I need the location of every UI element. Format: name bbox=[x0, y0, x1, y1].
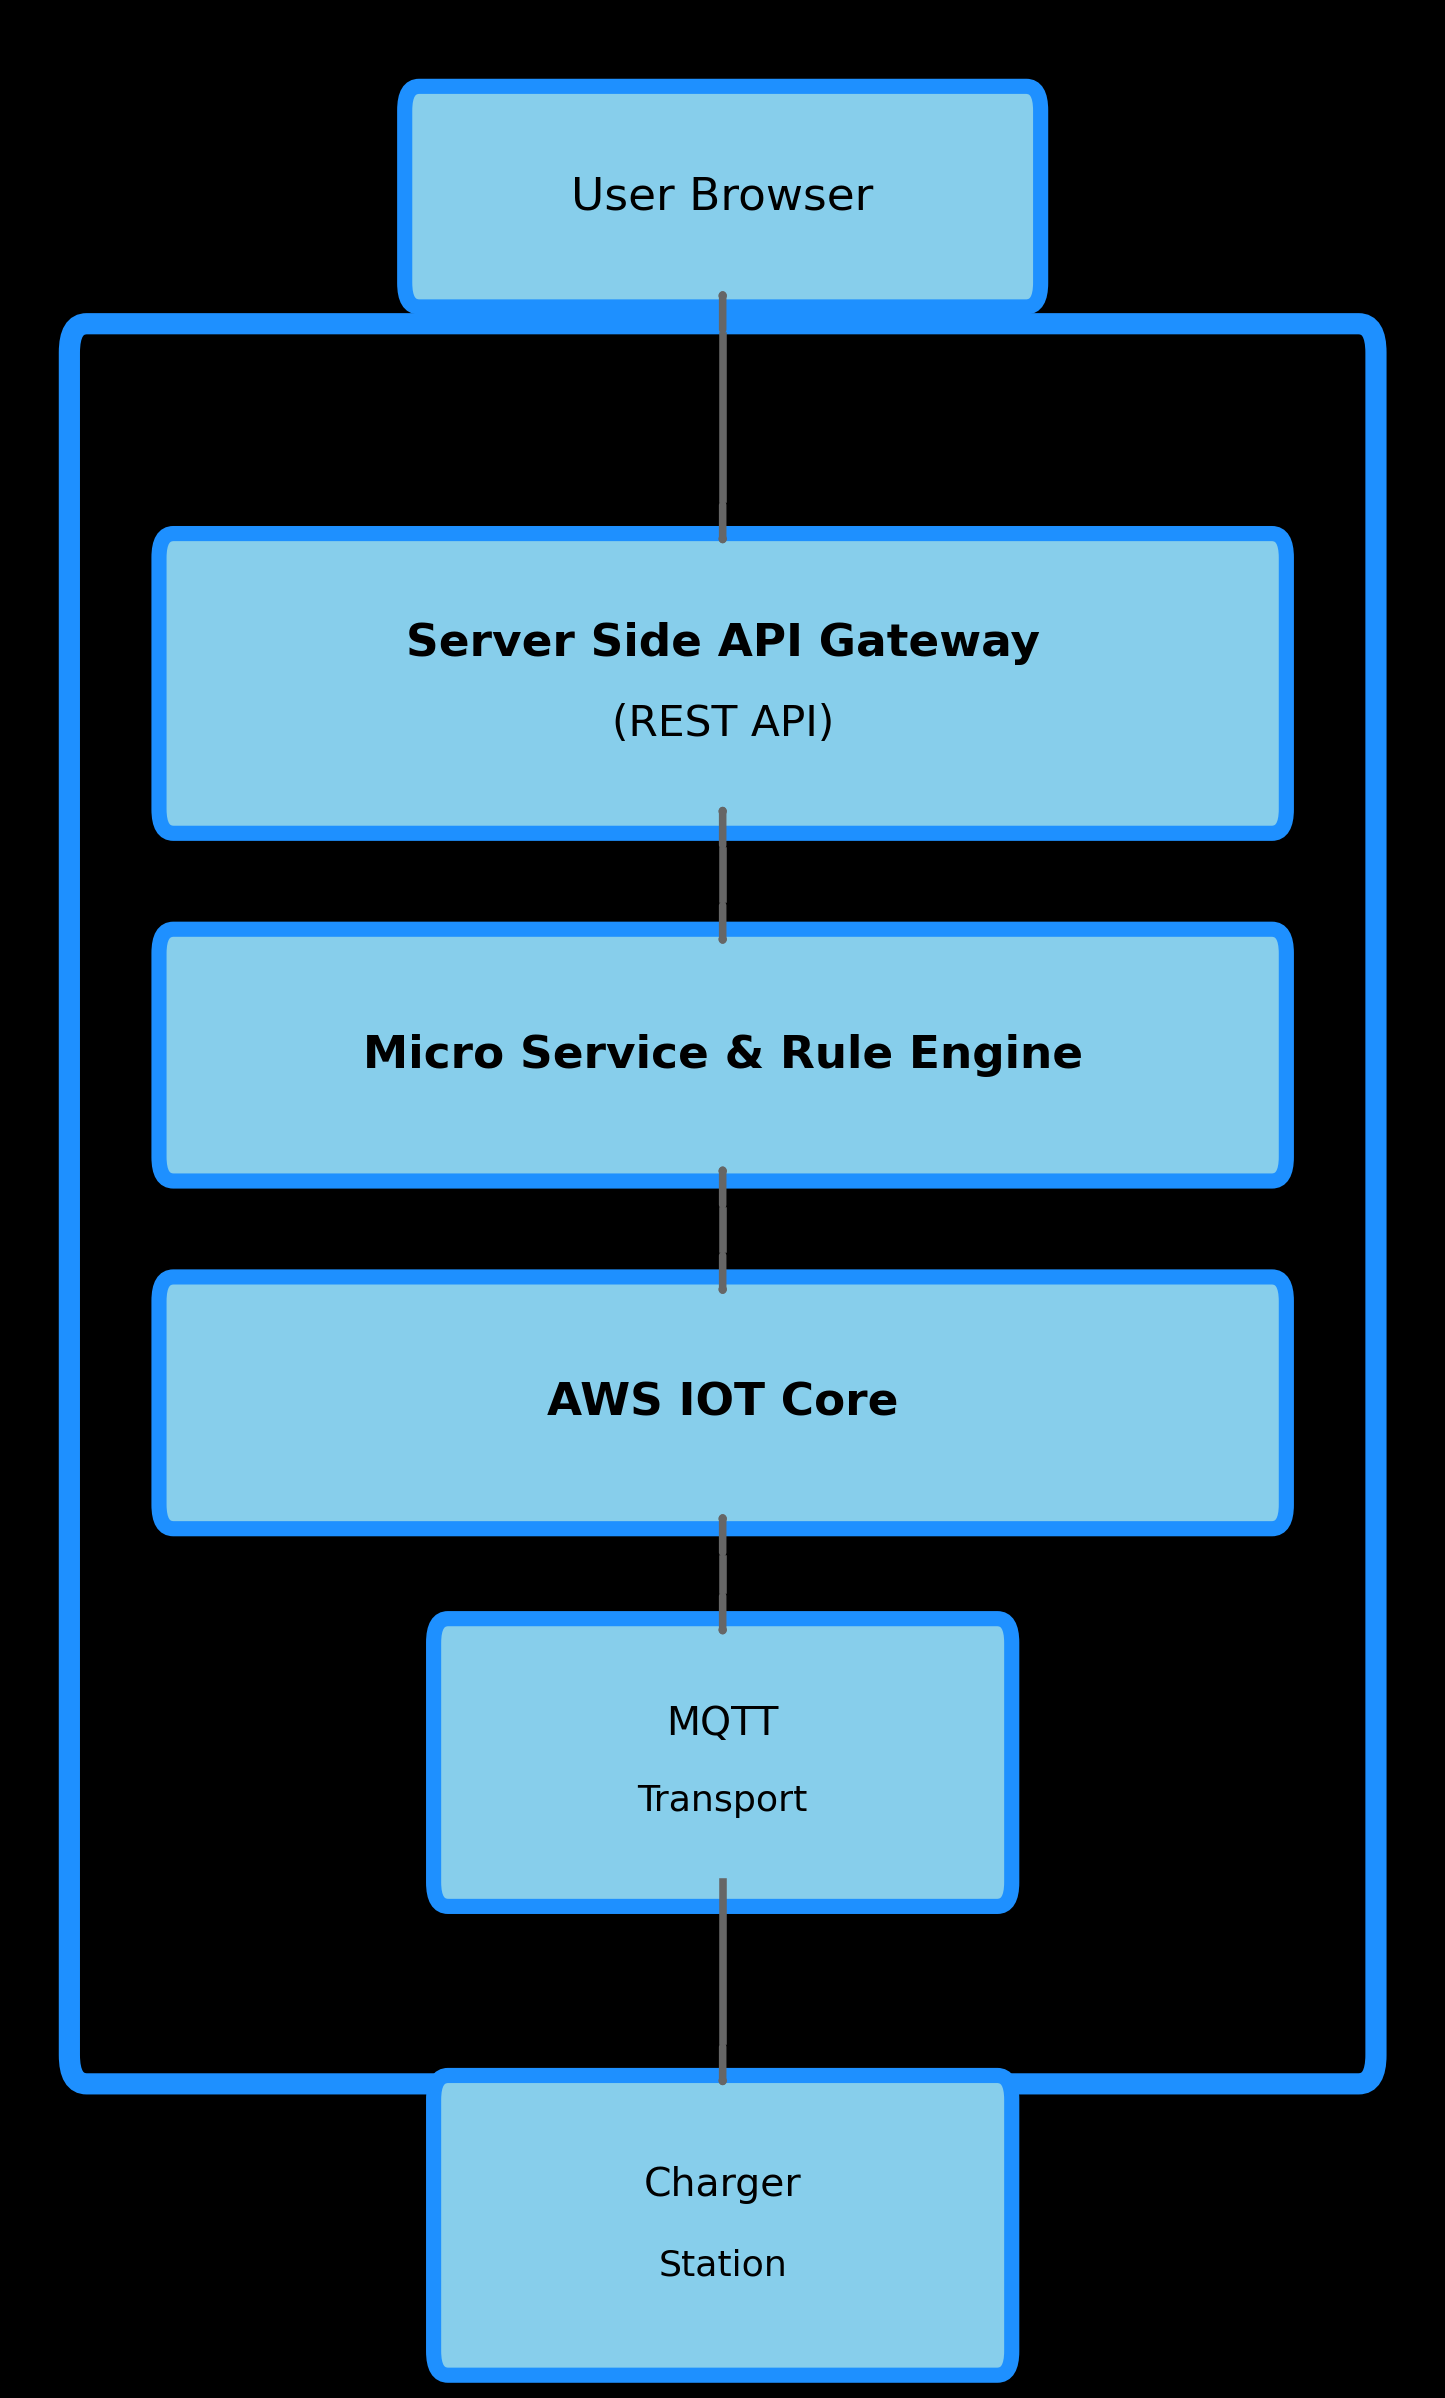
FancyBboxPatch shape bbox=[159, 535, 1286, 835]
Text: AWS IOT Core: AWS IOT Core bbox=[546, 1381, 899, 1424]
Text: User Browser: User Browser bbox=[571, 175, 874, 218]
FancyBboxPatch shape bbox=[434, 2077, 1012, 2374]
Text: Charger: Charger bbox=[643, 2165, 802, 2204]
Text: Transport: Transport bbox=[637, 1784, 808, 1818]
FancyBboxPatch shape bbox=[159, 930, 1286, 1182]
Text: Micro Service & Rule Engine: Micro Service & Rule Engine bbox=[363, 1034, 1082, 1077]
FancyBboxPatch shape bbox=[69, 324, 1376, 2084]
FancyBboxPatch shape bbox=[405, 86, 1040, 307]
Text: MQTT: MQTT bbox=[666, 1705, 779, 1743]
FancyBboxPatch shape bbox=[434, 1619, 1012, 1906]
Text: (REST API): (REST API) bbox=[611, 703, 834, 746]
Text: Server Side API Gateway: Server Side API Gateway bbox=[406, 621, 1039, 664]
Text: Station: Station bbox=[657, 2249, 788, 2283]
FancyBboxPatch shape bbox=[159, 1278, 1286, 1530]
